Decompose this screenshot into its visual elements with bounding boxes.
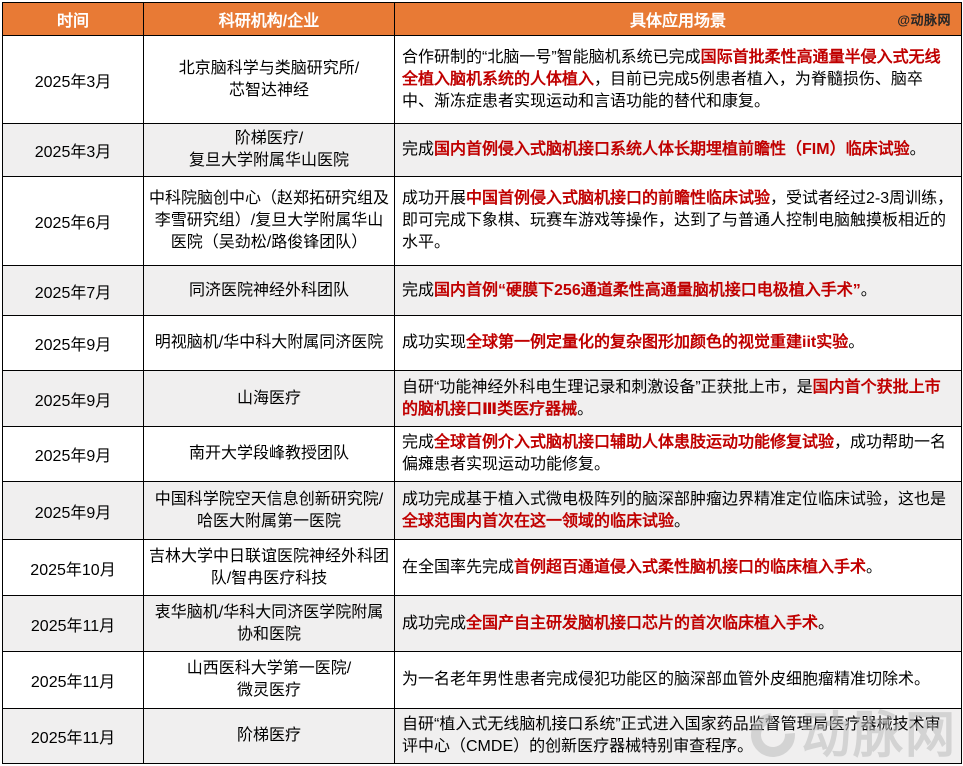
scenario-cell: 合作研制的“北脑一号”智能脑机系统已完成国际首批柔性高通量半侵入式无线全植入脑机… [394,35,962,124]
table-row: 2025年9月 山海医疗 自研“功能神经外科电生理记录和刺激设备”正获批上市，是… [2,370,962,427]
time-cell: 2025年3月 [2,123,144,177]
table-row: 2025年10月 吉林大学中日联谊医院神经外科团队/智冉医疗科技 在全国率先完成… [2,539,962,596]
scenario-cell: 为一名老年男性患者完成侵犯功能区的脑深部血管外皮细胞瘤精准切除术。 [394,651,962,709]
scenario-cell: 成功开展中国首例侵入式脑机接口的前瞻性临床试验，受试者经过2-3周训练，即可完成… [394,176,962,266]
scenario-cell: 在全国率先完成首例超百通道侵入式柔性脑机接口的临床植入手术。 [394,539,962,596]
table-row: 2025年7月 同济医院神经外科团队 完成国内首例“硬膜下256通道柔性高通量脑… [2,265,962,316]
table-row: 2025年11月 山西医科大学第一医院/ 微灵医疗 为一名老年男性患者完成侵犯功… [2,651,962,709]
scenario-cell: 完成全球首例介入式脑机接口辅助人体患肢运动功能修复试验，成功帮助一名偏瘫患者实现… [394,426,962,482]
time-cell: 2025年11月 [2,651,144,709]
time-cell: 2025年10月 [2,539,144,596]
table-row: 2025年6月 中科院脑创中心（赵郑拓研究组及李雪研究组）/复旦大学附属华山医院… [2,176,962,266]
org-cell: 南开大学段峰教授团队 [143,426,395,482]
org-cell: 衷华脑机/华科大同济医学院附属协和医院 [143,595,395,652]
table-row: 2025年9月 明视脑机/华中科大附属同济医院 成功实现全球第一例定量化的复杂图… [2,315,962,371]
table-row: 2025年3月 阶梯医疗/ 复旦大学附属华山医院 完成国内首例侵入式脑机接口系统… [2,123,962,177]
time-cell: 2025年11月 [2,708,144,764]
org-cell: 山西医科大学第一医院/ 微灵医疗 [143,651,395,709]
org-cell: 山海医疗 [143,370,395,427]
time-cell: 2025年3月 [2,35,144,124]
org-cell: 同济医院神经外科团队 [143,265,395,316]
source-credit: @动脉网 [897,12,951,28]
scenario-cell: 成功实现全球第一例定量化的复杂图形加颜色的视觉重建iit实验。 [394,315,962,371]
scenario-cell: 成功完成全国产自主研发脑机接口芯片的首次临床植入手术。 [394,595,962,652]
table-body: 2025年3月 北京脑科学与类脑研究所/ 芯智达神经 合作研制的“北脑一号”智能… [2,35,962,764]
table-row: 2025年9月 南开大学段峰教授团队 完成全球首例介入式脑机接口辅助人体患肢运动… [2,426,962,482]
scenario-cell: 成功完成基于植入式微电极阵列的脑深部肿瘤边界精准定位临床试验，这也是全球范围内首… [394,481,962,540]
column-header-org: 科研机构/企业 [143,2,395,36]
header-row: 时间 科研机构/企业 具体应用场景 @动脉网 [2,2,962,36]
org-cell: 阶梯医疗/ 复旦大学附属华山医院 [143,123,395,177]
table-row: 2025年11月 衷华脑机/华科大同济医学院附属协和医院 成功完成全国产自主研发… [2,595,962,652]
org-cell: 北京脑科学与类脑研究所/ 芯智达神经 [143,35,395,124]
time-cell: 2025年11月 [2,595,144,652]
table-row: 2025年3月 北京脑科学与类脑研究所/ 芯智达神经 合作研制的“北脑一号”智能… [2,35,962,124]
table-row: 2025年9月 中国科学院空天信息创新研究院/ 哈医大附属第一医院 成功完成基于… [2,481,962,540]
org-cell: 中科院脑创中心（赵郑拓研究组及李雪研究组）/复旦大学附属华山医院（吴劲松/路俊锋… [143,176,395,266]
org-cell: 中国科学院空天信息创新研究院/ 哈医大附属第一医院 [143,481,395,540]
time-cell: 2025年9月 [2,426,144,482]
time-cell: 2025年6月 [2,176,144,266]
table-header: 时间 科研机构/企业 具体应用场景 @动脉网 [2,2,962,36]
time-cell: 2025年7月 [2,265,144,316]
column-header-scenario: 具体应用场景 @动脉网 [394,2,962,36]
time-cell: 2025年9月 [2,481,144,540]
scenario-cell: 完成国内首例侵入式脑机接口系统人体长期埋植前瞻性（FIM）临床试验。 [394,123,962,177]
column-header-scenario-label: 具体应用场景 [629,13,726,30]
time-cell: 2025年9月 [2,370,144,427]
table-row: 2025年11月 阶梯医疗 自研“植入式无线脑机接口系统”正式进入国家药品监督管… [2,708,962,764]
scenario-cell: 自研“植入式无线脑机接口系统”正式进入国家药品监督管理局医疗器械技术审评中心（C… [394,708,962,764]
scenario-cell: 完成国内首例“硬膜下256通道柔性高通量脑机接口电极植入手术”。 [394,265,962,316]
org-cell: 明视脑机/华中科大附属同济医院 [143,315,395,371]
column-header-time: 时间 [2,2,144,36]
org-cell: 吉林大学中日联谊医院神经外科团队/智冉医疗科技 [143,539,395,596]
org-cell: 阶梯医疗 [143,708,395,764]
scenario-cell: 自研“功能神经外科电生理记录和刺激设备”正获批上市，是国内首个获批上市的脑机接口… [394,370,962,427]
time-cell: 2025年9月 [2,315,144,371]
